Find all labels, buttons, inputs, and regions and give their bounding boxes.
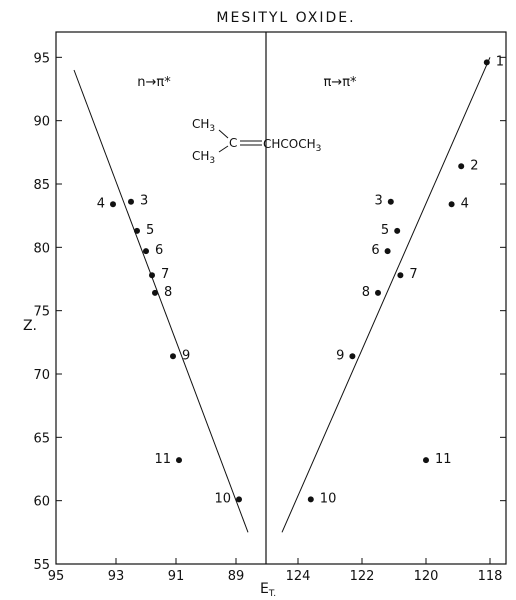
formula-atom: C	[229, 136, 237, 150]
data-point	[458, 163, 465, 170]
point-label: 7	[161, 267, 169, 282]
point-label: 7	[409, 267, 417, 282]
data-point	[307, 496, 314, 503]
data-point	[143, 248, 149, 255]
data-point	[176, 457, 182, 464]
point-label: 6	[371, 243, 379, 258]
y-tick-label: 95	[33, 51, 50, 66]
y-tick-label: 65	[33, 431, 50, 446]
formula-bond-lower	[218, 145, 229, 153]
y-axis-label: Z.	[23, 318, 37, 334]
point-label: 10	[320, 491, 337, 506]
point-label: 4	[97, 196, 105, 211]
x-tick-label: 124	[286, 569, 311, 584]
structural-formula: CH3 CH3 C CHCOCH3	[192, 117, 321, 166]
data-point	[448, 201, 455, 208]
svg-text:CH3: CH3	[192, 117, 215, 134]
formula-rest-sub: 3	[316, 144, 322, 154]
data-point	[375, 289, 381, 296]
panel-label-pi-pi-star: π→π*	[323, 75, 357, 90]
point-label: 11	[154, 452, 171, 467]
x-tick-label: 93	[108, 569, 125, 584]
plot-frame	[55, 31, 507, 565]
point-label: 5	[146, 223, 154, 238]
x-axis-label-sub: T.	[268, 589, 276, 599]
point-label: 3	[375, 194, 383, 209]
svg-text:CHCOCH3: CHCOCH3	[263, 137, 321, 154]
x-tick-label: 118	[478, 569, 503, 584]
y-tick-label: 60	[33, 495, 50, 510]
data-point	[149, 272, 155, 279]
point-label: 5	[381, 223, 389, 238]
data-point	[483, 59, 490, 66]
data-point	[394, 227, 401, 234]
point-label: 4	[461, 196, 469, 211]
point-label: 10	[214, 491, 231, 506]
data-point	[349, 353, 356, 360]
y-tick-label: 70	[33, 368, 50, 383]
data-point	[387, 198, 394, 205]
point-label: 9	[336, 348, 344, 363]
chart-title: MESITYL OXIDE.	[216, 10, 355, 26]
data-point	[134, 227, 140, 234]
x-tick-label: 95	[48, 569, 65, 584]
fit-lines	[73, 57, 491, 533]
formula-group-bottom: CH	[192, 149, 209, 163]
formula-rest: CHCOCH	[263, 137, 316, 151]
y-tick-label: 75	[33, 305, 50, 320]
point-label: 2	[470, 158, 478, 173]
x-axis-label-main: E	[260, 581, 269, 597]
data-point	[397, 272, 404, 279]
panel-label-n-pi-star: n→π*	[137, 75, 171, 90]
formula-group-top: CH	[192, 117, 209, 131]
point-label: 6	[155, 243, 163, 258]
formula-group-top-sub: 3	[209, 124, 215, 134]
x-axis-label: ET.	[260, 581, 276, 599]
data-point	[110, 201, 116, 208]
x-tick-label: 120	[414, 569, 439, 584]
point-label: 11	[435, 452, 452, 467]
data-point	[128, 198, 134, 205]
point-label: 3	[140, 194, 148, 209]
data-point	[423, 457, 429, 464]
svg-text:CH3: CH3	[192, 149, 215, 166]
y-tick-label: 80	[33, 241, 50, 256]
y-tick-label: 55	[33, 558, 50, 573]
x-tick-label: 91	[168, 569, 185, 584]
x-axis: 95 93 91 89 124 122 120 118	[48, 558, 503, 584]
point-label: 9	[182, 348, 190, 363]
y-tick-label: 85	[33, 178, 50, 193]
point-label: 1	[496, 54, 504, 69]
y-tick-label: 90	[33, 115, 50, 130]
formula-group-bottom-sub: 3	[209, 156, 215, 166]
formula-bond-upper	[218, 129, 229, 139]
fit-line-pi-pi-star	[281, 57, 491, 533]
x-tick-label: 122	[350, 569, 375, 584]
data-point	[152, 289, 158, 296]
point-label: 8	[164, 285, 172, 300]
point-label: 8	[362, 285, 370, 300]
data-point	[384, 248, 391, 255]
fit-line-n-pi-star	[73, 69, 249, 533]
x-tick-label: 89	[228, 569, 245, 584]
data-point	[170, 353, 176, 360]
data-point	[236, 496, 242, 503]
